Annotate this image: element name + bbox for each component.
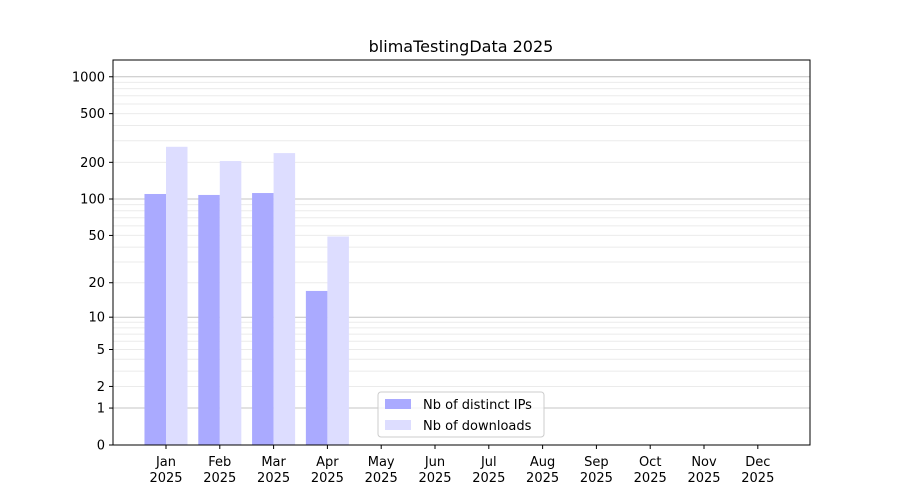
x-tick-label-line: 2025 bbox=[418, 471, 451, 486]
y-tick-label: 1 bbox=[97, 402, 105, 417]
bar-nb-of-downloads bbox=[219, 161, 242, 445]
y-tick-label: 1000 bbox=[72, 70, 105, 85]
bar-nb-of-distinct-ips bbox=[305, 290, 328, 445]
x-tick-label: Oct 2025 bbox=[634, 455, 667, 486]
x-tick-label-line: 2025 bbox=[257, 471, 290, 486]
x-tick-label: May 2025 bbox=[365, 455, 398, 486]
x-tick-label-line: Oct bbox=[639, 455, 661, 470]
x-tick-label-line: 2025 bbox=[311, 471, 344, 486]
x-tick-label: Mar 2025 bbox=[257, 455, 290, 486]
legend-swatch bbox=[385, 399, 411, 409]
bar-nb-of-downloads bbox=[327, 236, 349, 445]
bar-nb-of-downloads bbox=[273, 153, 296, 445]
x-tick-label: Jan 2025 bbox=[149, 455, 182, 486]
chart-title: blimaTestingData 2025 bbox=[369, 37, 554, 56]
y-tick-label: 2 bbox=[97, 380, 105, 395]
x-tick-label-line: Jun bbox=[424, 455, 445, 470]
x-tick-label: Dec 2025 bbox=[741, 455, 774, 486]
x-tick-label-line: 2025 bbox=[149, 471, 182, 486]
x-tick-label: Jun 2025 bbox=[418, 455, 451, 486]
bar-nb-of-distinct-ips bbox=[198, 194, 220, 445]
x-tick-label: Jul 2025 bbox=[472, 455, 505, 486]
y-tick-label: 50 bbox=[88, 229, 105, 244]
x-tick-label: Feb 2025 bbox=[203, 455, 236, 486]
x-tick-label-line: 2025 bbox=[634, 471, 667, 486]
y-tick-label: 0 bbox=[97, 439, 105, 454]
bar-nb-of-distinct-ips bbox=[144, 193, 166, 445]
x-tick-label: Nov 2025 bbox=[687, 455, 720, 486]
x-tick-label-line: 2025 bbox=[741, 471, 774, 486]
x-tick-label-line: May bbox=[368, 455, 395, 470]
x-tick-label: Apr 2025 bbox=[311, 455, 344, 486]
legend-swatch bbox=[385, 420, 411, 430]
x-tick-label-line: 2025 bbox=[580, 471, 613, 486]
y-tick-label: 10 bbox=[88, 311, 105, 326]
y-tick-label: 5 bbox=[97, 343, 105, 358]
y-axis: 0 1 2 5 10 20 50 100 200 500 1000 bbox=[72, 70, 113, 454]
y-tick-label: 20 bbox=[88, 276, 105, 291]
legend: Nb of distinct IPs Nb of downloads bbox=[377, 391, 545, 438]
x-tick-label-line: 2025 bbox=[203, 471, 236, 486]
legend-label: Nb of distinct IPs bbox=[423, 398, 532, 413]
y-tick-label: 500 bbox=[80, 107, 105, 122]
x-tick-label: Aug 2025 bbox=[526, 455, 559, 486]
x-tick-label-line: Nov bbox=[691, 455, 717, 470]
x-tick-label-line: 2025 bbox=[472, 471, 505, 486]
legend-label: Nb of downloads bbox=[423, 419, 532, 434]
x-tick-label-line: Dec bbox=[745, 455, 770, 470]
x-tick-label-line: Sep bbox=[584, 455, 609, 470]
x-tick-label-line: Aug bbox=[530, 455, 555, 470]
x-tick-label-line: Jan bbox=[155, 455, 176, 470]
bar-nb-of-distinct-ips bbox=[252, 193, 274, 445]
x-tick-label-line: 2025 bbox=[687, 471, 720, 486]
x-tick-label-line: 2025 bbox=[526, 471, 559, 486]
x-tick-label-line: Jul bbox=[480, 455, 497, 470]
x-tick-label-line: Feb bbox=[208, 455, 231, 470]
bar-nb-of-downloads bbox=[165, 146, 188, 445]
y-tick-label: 200 bbox=[80, 156, 105, 171]
x-tick-label-line: Apr bbox=[316, 455, 339, 470]
bars bbox=[144, 146, 349, 445]
y-tick-label: 100 bbox=[80, 193, 105, 208]
plot-frame bbox=[112, 59, 811, 446]
x-tick-label: Sep 2025 bbox=[580, 455, 613, 486]
x-tick-label-line: Mar bbox=[261, 455, 286, 470]
legend-box bbox=[377, 391, 545, 438]
x-tick-label-line: 2025 bbox=[365, 471, 398, 486]
